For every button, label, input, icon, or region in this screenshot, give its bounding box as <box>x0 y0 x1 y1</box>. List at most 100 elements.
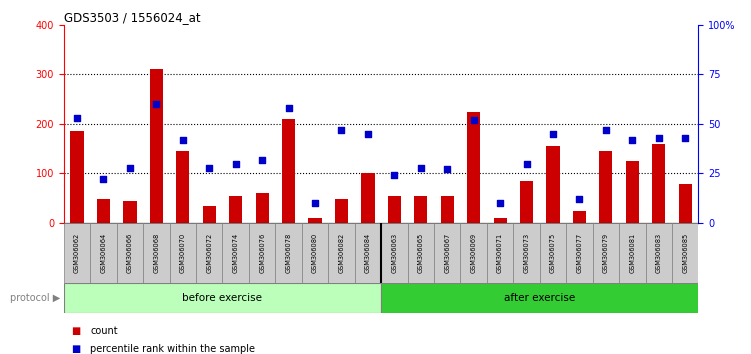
Bar <box>149 69 163 223</box>
Bar <box>382 283 712 313</box>
Bar <box>382 223 408 283</box>
Point <box>494 200 506 206</box>
Point <box>256 157 268 162</box>
Text: GSM306067: GSM306067 <box>445 233 451 273</box>
Point <box>204 165 216 170</box>
Point <box>98 177 110 182</box>
Point <box>547 131 559 137</box>
Text: before exercise: before exercise <box>182 293 263 303</box>
Text: GSM306071: GSM306071 <box>497 233 503 273</box>
Text: GSM306085: GSM306085 <box>682 233 688 273</box>
Point <box>574 196 586 202</box>
Bar <box>90 223 116 283</box>
Point <box>230 161 242 166</box>
Bar <box>249 223 276 283</box>
Bar <box>441 196 454 223</box>
Bar <box>599 151 613 223</box>
Point <box>362 131 374 137</box>
Bar <box>520 181 533 223</box>
Bar <box>547 146 559 223</box>
Point <box>520 161 532 166</box>
Text: GSM306077: GSM306077 <box>577 233 583 273</box>
Bar <box>672 223 698 283</box>
Bar <box>116 223 143 283</box>
Text: GSM306080: GSM306080 <box>312 233 318 273</box>
Bar <box>679 184 692 223</box>
Point <box>282 105 294 111</box>
Bar <box>176 151 189 223</box>
Text: GSM306081: GSM306081 <box>629 233 635 273</box>
Bar <box>626 161 639 223</box>
Bar <box>361 173 375 223</box>
Text: GSM306084: GSM306084 <box>365 233 371 273</box>
Text: GSM306063: GSM306063 <box>391 233 397 273</box>
Bar <box>64 283 382 313</box>
Text: ■: ■ <box>71 326 80 336</box>
Point <box>442 167 454 172</box>
Bar <box>646 223 672 283</box>
Bar <box>143 223 170 283</box>
Bar <box>64 223 90 283</box>
Point <box>388 173 400 178</box>
Text: GSM306062: GSM306062 <box>74 233 80 273</box>
Point <box>176 137 189 143</box>
Bar <box>302 223 328 283</box>
Text: GSM306068: GSM306068 <box>153 233 159 273</box>
Text: percentile rank within the sample: percentile rank within the sample <box>90 344 255 354</box>
Text: GSM306073: GSM306073 <box>523 233 529 273</box>
Point <box>626 137 638 143</box>
Point <box>150 101 162 107</box>
Point <box>600 127 612 133</box>
Bar <box>229 196 243 223</box>
Text: GSM306070: GSM306070 <box>179 233 185 273</box>
Text: GSM306074: GSM306074 <box>233 233 239 273</box>
Point <box>71 115 83 121</box>
Text: GSM306079: GSM306079 <box>603 233 609 273</box>
Text: after exercise: after exercise <box>504 293 575 303</box>
Bar <box>203 206 216 223</box>
Bar <box>196 223 222 283</box>
Bar <box>408 223 434 283</box>
Bar <box>123 201 137 223</box>
Point <box>336 127 348 133</box>
Bar <box>335 199 348 223</box>
Bar <box>170 223 196 283</box>
Text: GDS3503 / 1556024_at: GDS3503 / 1556024_at <box>64 11 201 24</box>
Point <box>653 135 665 141</box>
Bar <box>71 131 83 223</box>
Text: GSM306076: GSM306076 <box>259 233 265 273</box>
Bar <box>276 223 302 283</box>
Point <box>309 200 321 206</box>
Bar <box>415 196 427 223</box>
Bar <box>97 199 110 223</box>
Bar <box>566 223 593 283</box>
Text: GSM306082: GSM306082 <box>339 233 345 273</box>
Bar <box>487 223 514 283</box>
Text: GSM306072: GSM306072 <box>207 233 213 273</box>
Text: GSM306069: GSM306069 <box>471 233 477 273</box>
Point <box>124 165 136 170</box>
Bar <box>328 223 354 283</box>
Bar <box>222 223 249 283</box>
Bar <box>540 223 566 283</box>
Bar <box>593 223 619 283</box>
Bar <box>467 112 481 223</box>
Bar <box>514 223 540 283</box>
Text: GSM306065: GSM306065 <box>418 233 424 273</box>
Bar <box>493 218 507 223</box>
Point <box>679 135 691 141</box>
Text: ■: ■ <box>71 344 80 354</box>
Point <box>468 117 480 123</box>
Text: GSM306066: GSM306066 <box>127 233 133 273</box>
Bar <box>354 223 382 283</box>
Text: GSM306075: GSM306075 <box>550 233 556 273</box>
Bar <box>388 196 401 223</box>
Bar <box>460 223 487 283</box>
Bar <box>652 144 665 223</box>
Text: GSM306083: GSM306083 <box>656 233 662 273</box>
Bar <box>282 119 295 223</box>
Point <box>415 165 427 170</box>
Bar <box>255 193 269 223</box>
Bar <box>619 223 646 283</box>
Text: protocol ▶: protocol ▶ <box>10 293 60 303</box>
